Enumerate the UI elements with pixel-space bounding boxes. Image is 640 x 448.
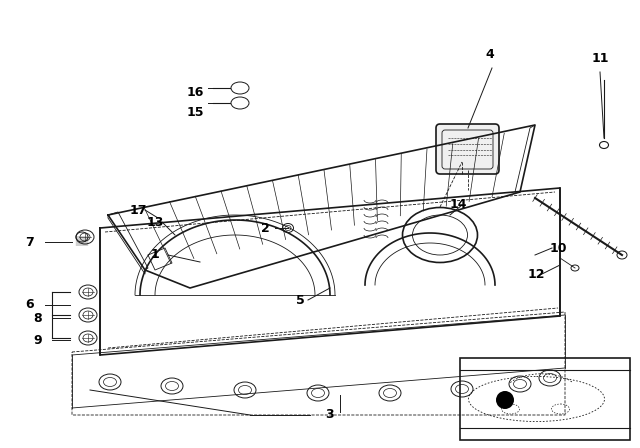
Circle shape [496,391,514,409]
Text: 11: 11 [591,52,609,65]
Text: 12: 12 [527,268,545,281]
Text: 7: 7 [26,236,35,249]
Text: 15: 15 [186,105,204,119]
Text: 5: 5 [296,293,305,306]
Text: 6: 6 [26,298,35,311]
Text: 13: 13 [147,215,164,228]
Text: 16: 16 [186,86,204,99]
Text: 1: 1 [150,249,159,262]
Text: 9: 9 [34,333,42,346]
Text: 2: 2 [260,221,269,234]
Text: 17: 17 [129,203,147,216]
Text: 8: 8 [34,311,42,324]
Text: 4: 4 [486,48,494,61]
Text: 14: 14 [449,198,467,211]
Bar [460,358,630,440]
FancyBboxPatch shape [436,124,499,174]
Text: 3: 3 [326,409,334,422]
Text: 10: 10 [549,241,567,254]
